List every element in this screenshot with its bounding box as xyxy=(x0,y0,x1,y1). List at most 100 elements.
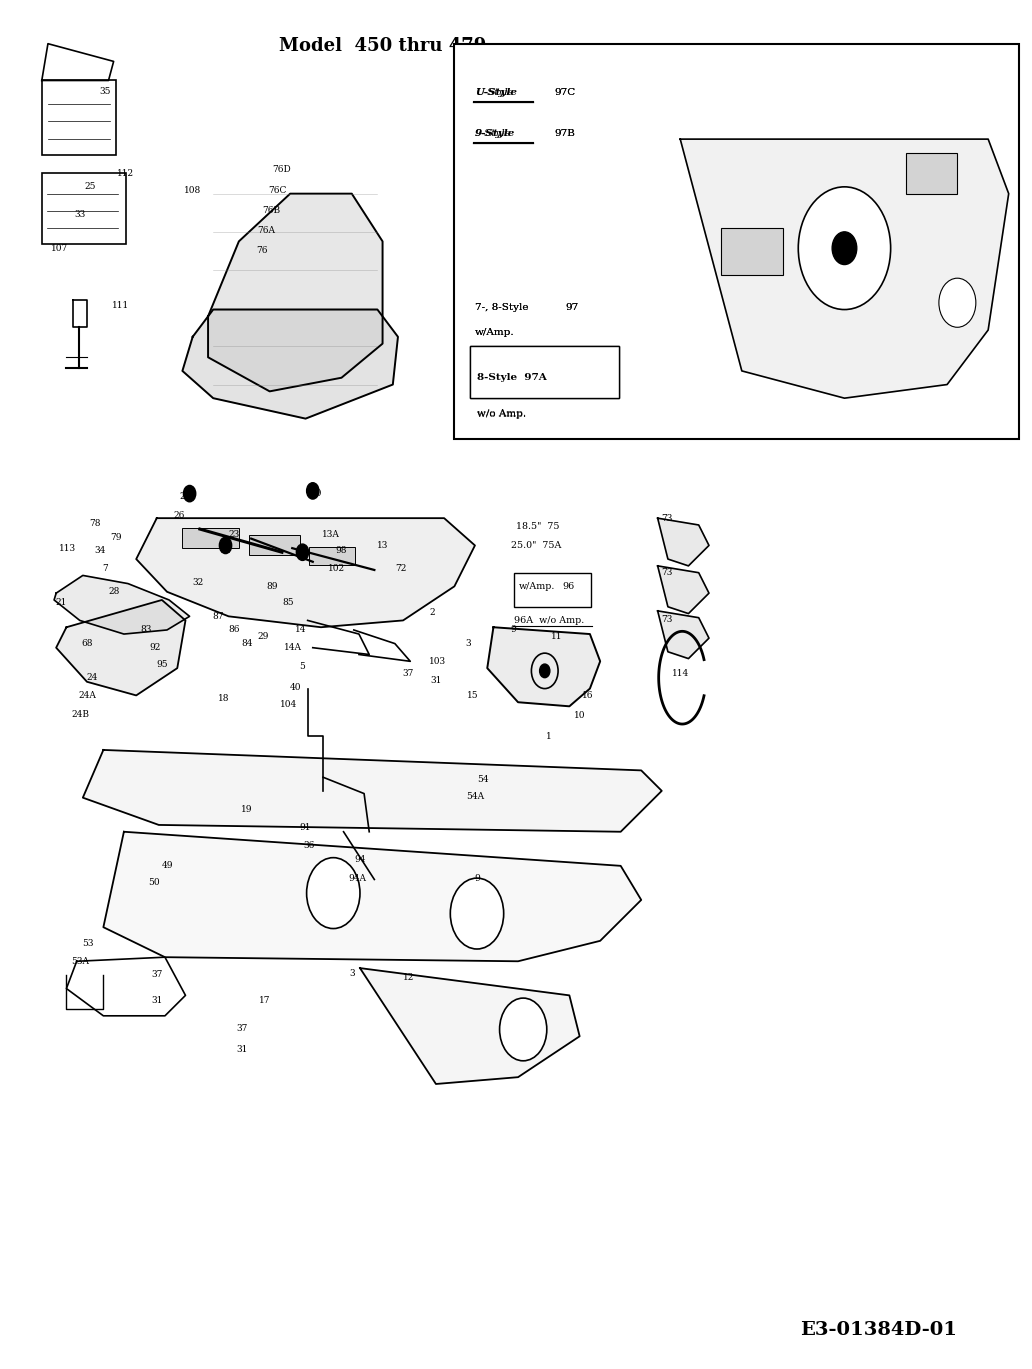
Circle shape xyxy=(296,543,309,560)
Text: 97: 97 xyxy=(566,303,579,312)
Polygon shape xyxy=(54,575,190,634)
Text: 40: 40 xyxy=(290,683,301,691)
Polygon shape xyxy=(680,140,1008,398)
Text: 73: 73 xyxy=(662,568,673,578)
Circle shape xyxy=(499,998,547,1061)
Text: 111: 111 xyxy=(112,301,129,309)
Text: 14: 14 xyxy=(295,626,307,634)
Text: 24A: 24A xyxy=(78,691,96,700)
Text: 37: 37 xyxy=(402,669,414,678)
Polygon shape xyxy=(136,517,475,627)
Text: 50: 50 xyxy=(148,878,160,887)
Text: 11: 11 xyxy=(551,632,562,641)
Text: 96: 96 xyxy=(562,582,575,591)
Text: 24B: 24B xyxy=(72,711,90,719)
Text: 33: 33 xyxy=(74,209,86,219)
Text: 76C: 76C xyxy=(268,186,287,196)
Text: 16: 16 xyxy=(582,691,593,700)
Text: 97C: 97C xyxy=(554,89,575,97)
Text: U-Style: U-Style xyxy=(475,89,517,97)
Text: 92: 92 xyxy=(149,643,160,652)
Text: 72: 72 xyxy=(395,564,407,574)
Text: 54A: 54A xyxy=(465,791,484,801)
Text: 30: 30 xyxy=(311,489,322,498)
Text: 3: 3 xyxy=(349,969,355,977)
Circle shape xyxy=(540,664,550,678)
Circle shape xyxy=(307,483,319,500)
Text: 102: 102 xyxy=(328,564,345,574)
Text: 18.5"  75: 18.5" 75 xyxy=(516,522,559,531)
Text: 7-, 8-Style: 7-, 8-Style xyxy=(475,303,528,312)
Text: w/o Amp.: w/o Amp. xyxy=(477,411,526,419)
Text: 1: 1 xyxy=(546,732,552,741)
Text: E3-01384D-01: E3-01384D-01 xyxy=(801,1321,958,1339)
Polygon shape xyxy=(56,600,186,695)
Text: 9: 9 xyxy=(510,626,516,634)
Text: 13A: 13A xyxy=(322,530,341,539)
Text: 28: 28 xyxy=(108,587,120,597)
Circle shape xyxy=(832,231,857,264)
Text: 35: 35 xyxy=(100,86,111,96)
Text: 24: 24 xyxy=(87,674,98,682)
Text: 84: 84 xyxy=(241,639,253,648)
Text: 10: 10 xyxy=(574,712,585,720)
Polygon shape xyxy=(657,517,709,565)
Text: 25: 25 xyxy=(85,182,96,192)
Bar xyxy=(183,527,238,548)
Circle shape xyxy=(184,486,196,502)
Text: 12: 12 xyxy=(402,973,414,982)
Bar xyxy=(470,346,618,398)
Text: 25.0"  75A: 25.0" 75A xyxy=(511,541,561,550)
Text: 53: 53 xyxy=(83,939,94,949)
Text: 5: 5 xyxy=(299,663,305,671)
Text: 23: 23 xyxy=(228,530,239,539)
Text: 53A: 53A xyxy=(71,957,89,965)
Text: 37: 37 xyxy=(151,971,162,979)
Text: 108: 108 xyxy=(184,186,201,196)
Text: 73: 73 xyxy=(662,615,673,623)
Polygon shape xyxy=(487,627,601,706)
Circle shape xyxy=(799,186,891,309)
Text: 14A: 14A xyxy=(284,643,302,652)
Text: 96A  w/o Amp.: 96A w/o Amp. xyxy=(514,616,584,626)
Text: 7-, 8-Style: 7-, 8-Style xyxy=(475,303,528,312)
Bar xyxy=(249,534,300,554)
Text: 79: 79 xyxy=(110,533,122,542)
Text: U-Style: U-Style xyxy=(475,89,514,97)
Bar xyxy=(454,44,1019,439)
Text: 76B: 76B xyxy=(262,205,281,215)
Text: 8-Style  97A: 8-Style 97A xyxy=(477,375,547,383)
Text: 17: 17 xyxy=(259,997,270,1005)
Text: 107: 107 xyxy=(51,244,68,253)
Text: 18: 18 xyxy=(218,694,229,702)
Text: 97B: 97B xyxy=(554,130,575,138)
Text: 76D: 76D xyxy=(272,164,291,174)
Polygon shape xyxy=(657,611,709,658)
Text: 95: 95 xyxy=(156,660,167,668)
Text: 97: 97 xyxy=(566,303,579,312)
Text: w/Amp.: w/Amp. xyxy=(475,329,515,337)
Text: 86: 86 xyxy=(228,626,239,634)
Text: w/o Amp.: w/o Amp. xyxy=(477,409,526,418)
Text: 76: 76 xyxy=(257,246,268,256)
Text: w/Amp.: w/Amp. xyxy=(519,582,555,591)
Polygon shape xyxy=(657,565,709,613)
Text: 36: 36 xyxy=(303,841,315,850)
Text: 2: 2 xyxy=(429,608,434,617)
Text: 12: 12 xyxy=(220,546,231,556)
Circle shape xyxy=(939,278,976,327)
Text: 31: 31 xyxy=(151,997,162,1005)
Text: 94A: 94A xyxy=(348,873,366,883)
Text: 112: 112 xyxy=(118,168,134,178)
Bar xyxy=(514,572,591,606)
Text: 113: 113 xyxy=(59,543,76,553)
Bar xyxy=(309,546,355,564)
Polygon shape xyxy=(360,968,580,1084)
Text: 73: 73 xyxy=(662,513,673,523)
Polygon shape xyxy=(208,193,383,392)
Text: 32: 32 xyxy=(192,578,203,587)
Text: 49: 49 xyxy=(161,861,172,871)
Text: 7: 7 xyxy=(102,564,108,574)
Text: 31: 31 xyxy=(430,676,442,684)
Text: 3: 3 xyxy=(465,639,471,648)
